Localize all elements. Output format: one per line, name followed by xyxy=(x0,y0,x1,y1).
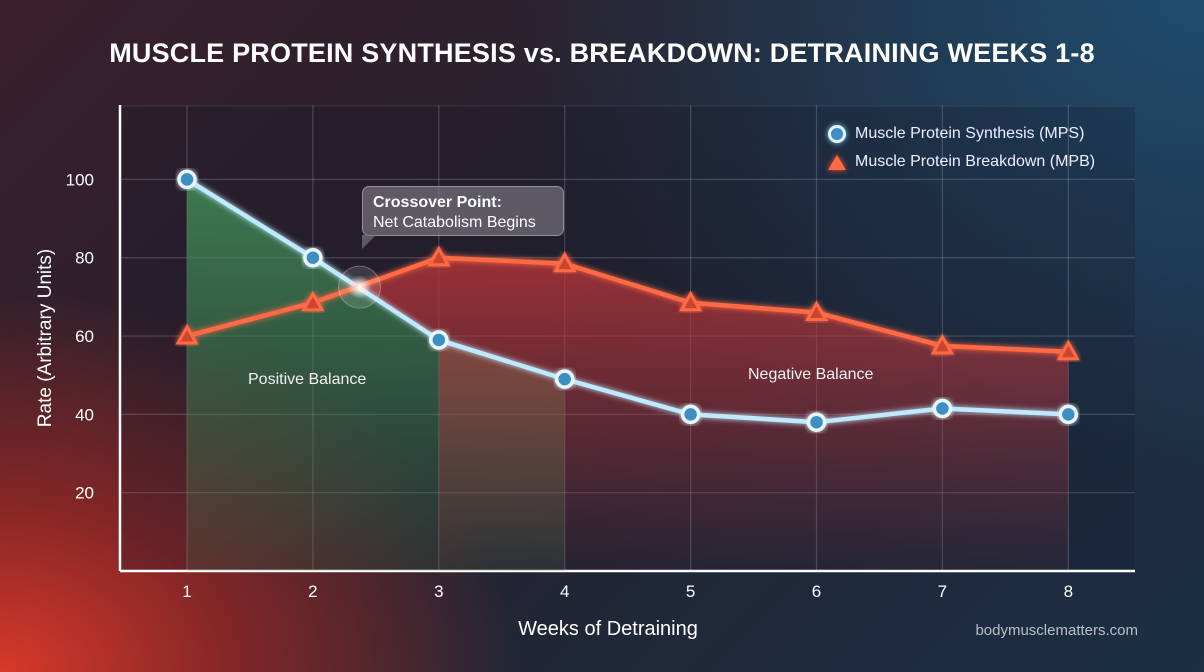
callout-title: Crossover Point: xyxy=(373,194,502,211)
x-tick-label: 7 xyxy=(938,582,947,601)
mps-data-point xyxy=(554,369,575,389)
triangle-marker-icon xyxy=(828,154,846,170)
mps-data-point xyxy=(932,398,953,419)
mpb-data-point xyxy=(175,323,199,345)
x-tick-label: 8 xyxy=(1064,582,1073,601)
callout-text: Net Catabolism Begins xyxy=(373,214,536,231)
y-axis-label: Rate (Arbitrary Units) xyxy=(35,248,56,428)
legend: Muscle Protein Synthesis (MPS) Muscle Pr… xyxy=(828,120,1095,176)
mps-data-point xyxy=(177,169,197,190)
mps-data-point xyxy=(429,330,449,350)
legend-item-mpb: Muscle Protein Breakdown (MPB) xyxy=(828,148,1095,176)
y-tick-label: 20 xyxy=(75,484,94,503)
x-axis-label: Weeks of Detraining xyxy=(518,618,698,640)
legend-item-mps: Muscle Protein Synthesis (MPS) xyxy=(828,120,1095,148)
y-tick-label: 80 xyxy=(75,249,94,268)
mpb-data-point xyxy=(427,245,451,267)
x-tick-label: 4 xyxy=(560,582,569,601)
chart-title: MUSCLE PROTEIN SYNTHESIS vs. BREAKDOWN: … xyxy=(109,38,1095,68)
mpb-data-point xyxy=(301,290,325,312)
legend-label: Muscle Protein Breakdown (MPB) xyxy=(855,153,1096,170)
y-tick-label: 40 xyxy=(75,405,94,424)
mps-data-point xyxy=(1058,404,1079,425)
x-tick-label: 5 xyxy=(686,582,695,601)
mpb-data-point xyxy=(679,290,703,312)
x-tick-label: 1 xyxy=(182,582,191,601)
mpb-data-point xyxy=(804,300,829,322)
legend-label: Muscle Protein Synthesis (MPS) xyxy=(855,125,1085,142)
mpb-series-line xyxy=(186,255,1069,354)
negative-balance-label: Negative Balance xyxy=(748,366,874,383)
mps-data-point xyxy=(806,412,827,432)
crossover-callout: Crossover Point: Net Catabolism Begins xyxy=(362,186,564,249)
x-tick-label: 2 xyxy=(308,582,317,601)
mps-data-point xyxy=(303,247,323,268)
y-tick-label: 60 xyxy=(75,327,94,346)
mps-series-line xyxy=(185,177,1069,425)
mpb-data-point xyxy=(553,251,577,273)
mpb-data-point xyxy=(1056,339,1080,361)
y-tick-label: 100 xyxy=(66,170,94,189)
positive-balance-label: Positive Balance xyxy=(248,371,367,388)
watermark: bodymusclematters.com xyxy=(975,622,1138,639)
mps-data-point xyxy=(680,404,701,425)
crossover-point xyxy=(347,275,372,300)
circle-marker-icon xyxy=(828,125,846,143)
x-tick-label: 6 xyxy=(812,582,821,601)
x-tick-label: 3 xyxy=(434,582,443,601)
mpb-data-point xyxy=(930,333,954,355)
